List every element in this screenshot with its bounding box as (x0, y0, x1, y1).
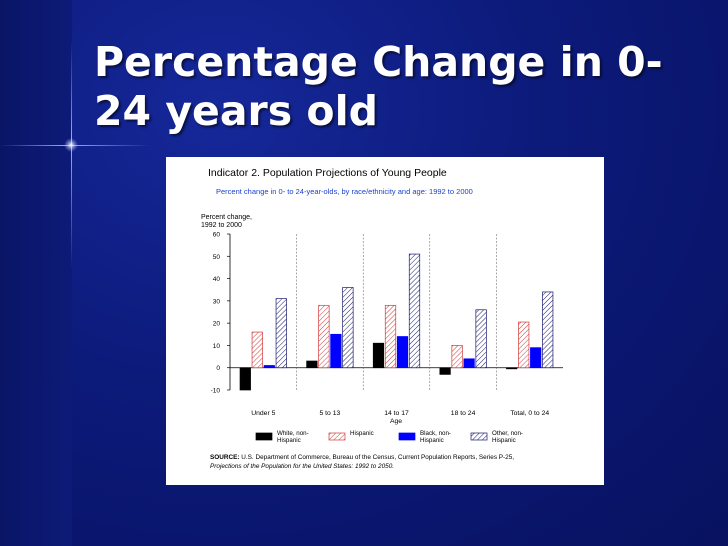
legend-label: Hispanic (420, 437, 444, 444)
chart-plot: Percent change,1992 to 2000 -10 0 10 20 30 40 5… (201, 214, 563, 444)
chart-figure: Indicator 2. Population Projections of Y… (166, 157, 604, 485)
bar (408, 253, 421, 369)
x-tick-label: 18 to 24 (451, 410, 476, 417)
bar (475, 309, 487, 369)
legend-label: Black, non- (420, 430, 451, 437)
decorative-sparkle-icon (64, 138, 78, 152)
bar (439, 367, 451, 375)
legend-label: Other, non- (492, 430, 523, 437)
bar (542, 291, 554, 369)
bar (275, 298, 287, 369)
bar (463, 358, 475, 369)
legend-label: Hispanic (492, 437, 516, 444)
x-axis-label: Age (390, 418, 402, 425)
legend-swatch (470, 432, 488, 441)
bar (518, 321, 530, 369)
bar (384, 304, 397, 369)
legend-label: Hispanic (350, 430, 374, 437)
bar (306, 360, 318, 369)
y-tick-label: -10 (211, 388, 221, 395)
legend-label: White, non- (277, 430, 309, 437)
bar (263, 365, 275, 369)
source-line-1: SOURCE: U.S. Department of Commerce, Bur… (210, 454, 514, 461)
bar (372, 342, 385, 369)
bar (506, 367, 518, 370)
bar (451, 345, 463, 369)
legend-swatch (398, 432, 416, 441)
bar (318, 304, 330, 369)
y-tick-label: 40 (213, 276, 221, 283)
slide-left-strip (0, 0, 72, 546)
source-text: U.S. Department of Commerce, Bureau of t… (241, 454, 515, 461)
y-tick-label: 0 (216, 365, 220, 372)
bar (342, 287, 354, 369)
y-tick-label: 50 (213, 254, 221, 261)
legend-label: Hispanic (277, 437, 301, 444)
x-tick-label: Total, 0 to 24 (510, 410, 549, 417)
bar (530, 347, 542, 369)
source-line-2: Projections of the Population for the Un… (210, 463, 395, 470)
bar (251, 331, 263, 369)
bar (330, 333, 342, 369)
chart-title: Indicator 2. Population Projections of Y… (208, 167, 447, 179)
y-axis-label: 1992 to 2000 (201, 222, 242, 229)
y-tick-label: 10 (213, 343, 221, 350)
chart-subtitle: Percent change in 0- to 24-year-olds, by… (216, 187, 473, 196)
legend-swatch (255, 432, 273, 441)
y-tick-label: 20 (213, 321, 221, 328)
slide-title: Percentage Change in 0-24 years old (94, 38, 663, 135)
y-tick-label: 60 (213, 232, 221, 239)
bar (396, 336, 409, 369)
x-tick-label: 5 to 13 (320, 410, 341, 417)
y-tick-label: 30 (213, 298, 221, 305)
source-label: SOURCE: (210, 454, 240, 461)
legend-swatch (328, 432, 346, 441)
bar (239, 367, 251, 391)
decorative-vertical-line (71, 40, 72, 270)
y-axis-label: Percent change, (201, 214, 252, 221)
x-tick-label: 14 to 17 (384, 410, 409, 417)
x-tick-label: Under 5 (251, 410, 275, 417)
